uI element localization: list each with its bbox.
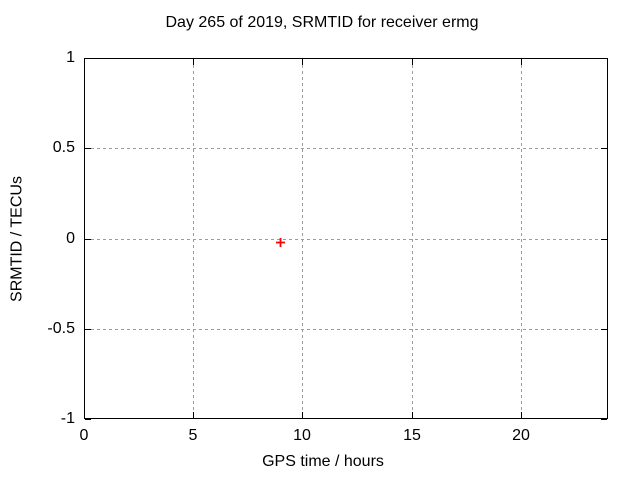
gridline-vertical [412, 59, 413, 418]
y-tick-label: 0.5 [52, 139, 75, 156]
x-tick-label: 20 [512, 427, 530, 444]
gridline-vertical [302, 59, 303, 418]
plot-frame [84, 58, 608, 419]
x-tick-top [193, 59, 194, 65]
y-tick-right [601, 148, 607, 149]
y-tick-left [85, 148, 91, 149]
x-tick-bottom [193, 412, 194, 418]
plus-marker-icon [276, 238, 285, 247]
x-tick-bottom [302, 412, 303, 418]
gridline-horizontal [85, 239, 607, 240]
x-tick-label: 0 [79, 427, 89, 444]
y-tick-right [601, 419, 607, 420]
data-point-marker [276, 234, 285, 247]
y-tick-label: 0 [66, 230, 75, 247]
x-axis-label: GPS time / hours [262, 453, 384, 470]
gridline-vertical [521, 59, 522, 418]
y-tick-right [601, 239, 607, 240]
chart-title: Day 265 of 2019, SRMTID for receiver erm… [165, 14, 479, 31]
x-tick-label: 5 [188, 427, 198, 444]
y-tick-left [85, 58, 91, 59]
x-tick-bottom [412, 412, 413, 418]
x-tick-top [521, 59, 522, 65]
y-tick-right [601, 329, 607, 330]
x-tick-top [412, 59, 413, 65]
y-tick-left [85, 419, 91, 420]
y-tick-label: 1 [66, 49, 75, 66]
y-tick-left [85, 329, 91, 330]
y-tick-right [601, 58, 607, 59]
gridline-horizontal [85, 329, 607, 330]
x-tick-bottom [521, 412, 522, 418]
y-tick-label: -1 [60, 410, 75, 427]
x-tick-label: 10 [293, 427, 311, 444]
gridline-horizontal [85, 148, 607, 149]
y-tick-label: -0.5 [47, 320, 75, 337]
x-tick-top [84, 59, 85, 65]
x-tick-bottom [84, 412, 85, 418]
x-tick-label: 15 [403, 427, 421, 444]
y-tick-left [85, 239, 91, 240]
gridline-vertical [193, 59, 194, 418]
x-tick-top [302, 59, 303, 65]
